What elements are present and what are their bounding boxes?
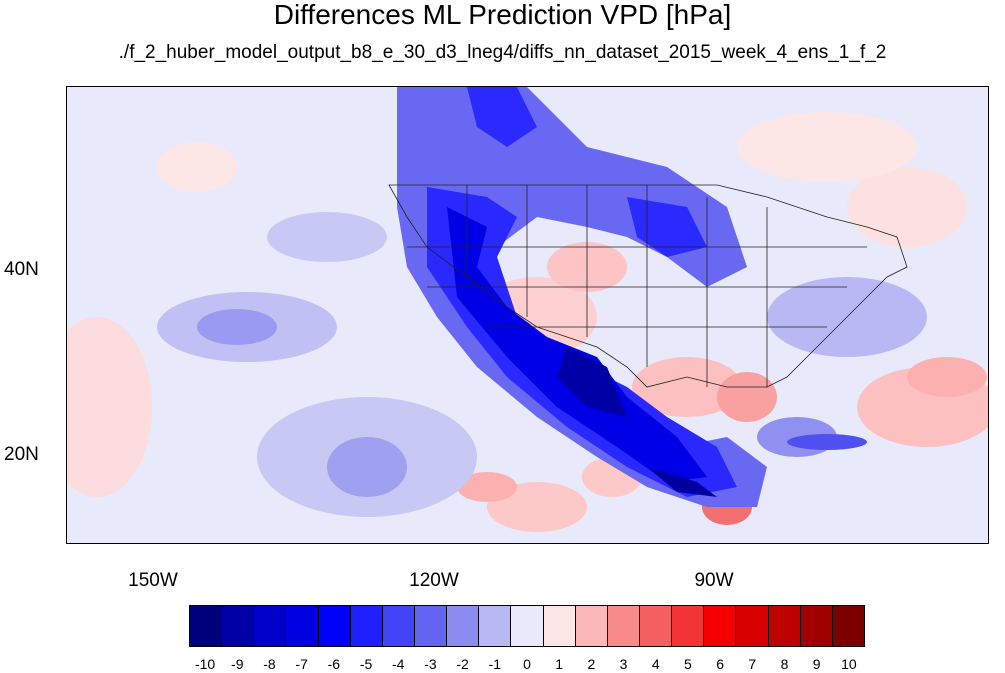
colorbar-label: -7 bbox=[295, 656, 308, 672]
colorbar-box bbox=[672, 606, 705, 646]
colorbar-label: 9 bbox=[812, 656, 821, 672]
colorbar bbox=[189, 605, 865, 647]
colorbar-label: 4 bbox=[651, 656, 660, 672]
colorbar-label: 6 bbox=[716, 656, 725, 672]
colorbar-box bbox=[222, 606, 255, 646]
colorbar-box bbox=[382, 606, 415, 646]
colorbar-box bbox=[414, 606, 448, 646]
colorbar-label: 1 bbox=[555, 656, 564, 672]
colorbar-label: -4 bbox=[392, 656, 405, 672]
colorbar-box bbox=[607, 606, 640, 646]
colorbar-box bbox=[832, 606, 864, 646]
colorbar-box bbox=[286, 606, 319, 646]
map-subtitle: ./f_2_huber_model_output_b8_e_30_d3_lneg… bbox=[118, 42, 887, 63]
colorbar-box bbox=[254, 606, 287, 646]
colorbar-box bbox=[704, 606, 737, 646]
colorbar-box bbox=[190, 606, 223, 646]
colorbar-box bbox=[511, 606, 544, 646]
colorbar-label: 7 bbox=[748, 656, 757, 672]
colorbar-label: -10 bbox=[194, 656, 216, 672]
colorbar-label: -8 bbox=[263, 656, 276, 672]
colorbar-box bbox=[447, 606, 480, 646]
colorbar-label: -6 bbox=[327, 656, 341, 672]
colorbar-label: 0 bbox=[523, 656, 531, 672]
map-plot-area bbox=[66, 86, 989, 544]
colorbar-labels: -10 -9 -8 -7 -6 -5 -4 -3 -2 -1 0 1 2 3 4 5 6 7 8 9 10 bbox=[0, 657, 1005, 673]
positive-difference-areas bbox=[67, 112, 988, 532]
colorbar-label: -1 bbox=[488, 656, 502, 672]
colorbar-box bbox=[318, 606, 351, 646]
colorbar-label: 2 bbox=[587, 656, 596, 672]
colorbar-box bbox=[479, 606, 512, 646]
map-title: Differences ML Prediction VPD [hPa] bbox=[273, 0, 732, 30]
colorbar-box bbox=[543, 606, 576, 646]
colorbar-label: 3 bbox=[619, 656, 628, 672]
colorbar-label: 5 bbox=[684, 656, 692, 672]
colorbar-box bbox=[736, 606, 769, 646]
colorbar-label: 8 bbox=[780, 656, 789, 672]
colorbar-label: -3 bbox=[424, 656, 437, 672]
colorbar-box bbox=[350, 606, 383, 646]
vpd-difference-field bbox=[67, 87, 988, 543]
lat-label-40n: 40N bbox=[4, 259, 39, 280]
colorbar-label: 10 bbox=[841, 656, 857, 672]
light-negative-areas bbox=[157, 212, 927, 517]
colorbar-box bbox=[768, 606, 801, 646]
lon-label-120w: 120W bbox=[409, 570, 459, 591]
colorbar-box bbox=[575, 606, 608, 646]
colorbar-box bbox=[639, 606, 673, 646]
state-borders bbox=[388, 184, 908, 388]
lon-label-90w: 90W bbox=[694, 570, 734, 591]
colorbar-box bbox=[800, 606, 833, 646]
colorbar-label: -5 bbox=[359, 656, 373, 672]
lat-label-20n: 20N bbox=[4, 444, 39, 465]
lon-label-150w: 150W bbox=[128, 570, 178, 591]
colorbar-label: -9 bbox=[231, 656, 244, 672]
colorbar-label: -2 bbox=[456, 656, 469, 672]
